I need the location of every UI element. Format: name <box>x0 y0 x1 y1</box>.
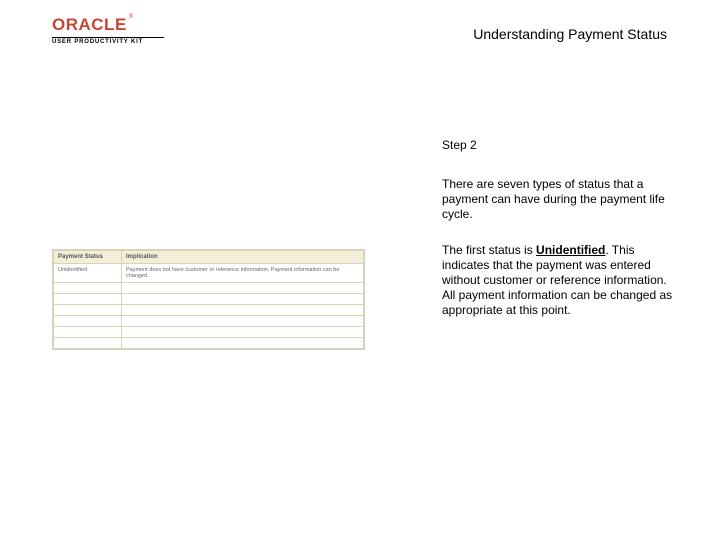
oracle-logo: ORACLE ® <box>52 15 164 35</box>
table-cell <box>122 316 364 327</box>
table-cell <box>122 338 364 349</box>
table-row: Unidentified Payment does not have custo… <box>54 264 364 283</box>
table-row <box>54 283 364 294</box>
payment-status-table: Payment Status Implication Unidentified … <box>52 249 365 350</box>
table-cell <box>122 283 364 294</box>
trademark-icon: ® <box>129 14 133 20</box>
page: ORACLE ® USER PRODUCTIVITY KIT Understan… <box>0 0 720 540</box>
table-cell <box>122 305 364 316</box>
table-cell <box>54 283 122 294</box>
table-row <box>54 327 364 338</box>
table-row <box>54 294 364 305</box>
table-header-row: Payment Status Implication <box>54 251 364 264</box>
table-cell: Unidentified <box>54 264 122 283</box>
logo-subtitle: USER PRODUCTIVITY KIT <box>52 37 164 45</box>
table-cell <box>54 294 122 305</box>
table-cell <box>54 316 122 327</box>
table-cell <box>54 305 122 316</box>
status-description-paragraph: The first status is Unidentified. This i… <box>442 243 674 318</box>
table-cell <box>54 338 122 349</box>
table-cell: Payment does not have customer or refere… <box>122 264 364 283</box>
table-cell <box>54 327 122 338</box>
table-header-cell: Implication <box>122 251 364 264</box>
page-title: Understanding Payment Status <box>473 26 667 42</box>
para2-bold: Unidentified <box>536 243 605 257</box>
step-label: Step 2 <box>442 138 477 152</box>
table-row <box>54 316 364 327</box>
table-cell <box>122 327 364 338</box>
table-row <box>54 338 364 349</box>
table-row <box>54 305 364 316</box>
table-header-cell: Payment Status <box>54 251 122 264</box>
oracle-brand-text: ORACLE <box>52 15 127 35</box>
intro-paragraph: There are seven types of status that a p… <box>442 177 670 222</box>
table-cell <box>122 294 364 305</box>
para2-prefix: The first status is <box>442 243 536 257</box>
logo-block: ORACLE ® USER PRODUCTIVITY KIT <box>52 15 164 45</box>
